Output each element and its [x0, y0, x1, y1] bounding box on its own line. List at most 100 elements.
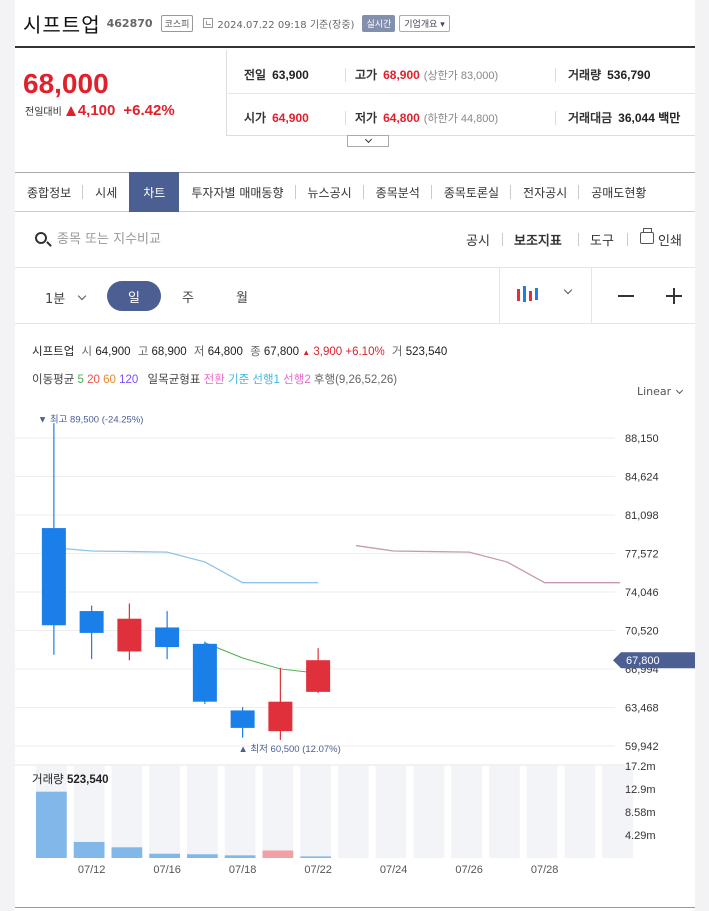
change-row: 전일대비 4,100 +6.42% — [25, 102, 175, 119]
chevron-down-icon — [77, 291, 87, 300]
print-icon[interactable] — [640, 228, 654, 244]
ma20-label: 20 — [87, 374, 100, 386]
divider — [555, 68, 556, 82]
legend-low-label: 저 — [193, 346, 205, 358]
current-price: 68,000 — [23, 68, 109, 99]
volume-bar — [262, 850, 294, 858]
trade-value-label: 거래대금 — [568, 111, 613, 125]
trade-value-value: 36,044 백만 — [618, 111, 681, 125]
volume-bar — [187, 854, 218, 858]
volume-label: 거래량 — [568, 68, 602, 82]
volume-bar — [73, 841, 105, 858]
volume-bar — [149, 853, 180, 858]
price-box: 68,000 전일대비 4,100 +6.42% — [15, 50, 227, 136]
period-week-button[interactable]: 주 — [182, 290, 194, 306]
legend-high: 68,900 — [151, 346, 187, 358]
search-icon[interactable] — [35, 232, 47, 244]
tab-short-selling[interactable]: 공매도현황 — [591, 185, 647, 200]
prev-close: 전일 63,900 — [244, 66, 309, 83]
realtime-badge[interactable]: 실시간 — [362, 14, 396, 32]
chevron-down-icon[interactable] — [563, 285, 573, 295]
tab-news[interactable]: 뉴스공시 — [296, 172, 364, 212]
x-tick-label: 07/26 — [455, 864, 483, 876]
volume-bar — [224, 855, 256, 858]
upper-limit: (상한가 83,000) — [423, 70, 499, 82]
volume-slot — [489, 766, 520, 858]
indicators-button[interactable]: 보조지표 — [514, 234, 562, 249]
indicator-legend: 이동평균 5 20 60 120 일목균형표 전환 기준 선행1 선행2 후행(… — [32, 371, 397, 387]
ohlc-legend: 시프트업 시 64,900 고 68,900 저 64,800 종 67,800… — [32, 343, 447, 359]
price-chart[interactable]: 88,15084,62481,09877,57274,04670,52066,9… — [15, 400, 695, 890]
y-tick-label: 88,150 — [625, 433, 659, 445]
volume-slot — [111, 766, 143, 858]
period-day-button[interactable]: 일 — [107, 281, 161, 311]
company-overview-button[interactable]: 기업개요 ▾ — [399, 14, 450, 32]
legend-volume: 523,540 — [405, 346, 448, 358]
x-tick-label: 07/28 — [531, 864, 559, 876]
ichimoku-conversion: 전환 — [203, 374, 225, 386]
ichimoku-span2-line — [355, 544, 621, 584]
ma-label: 이동평균 — [32, 374, 75, 386]
tab-analysis[interactable]: 종목분석 — [364, 172, 433, 212]
chevron-down-icon — [364, 135, 372, 144]
stock-name: 시프트업 — [23, 12, 101, 37]
ma5-label: 5 — [77, 374, 84, 386]
low-label: 저가 — [355, 111, 378, 125]
x-tick-label: 07/22 — [304, 864, 332, 876]
tab-discussion[interactable]: 종목토론실 — [432, 172, 512, 212]
candle-body — [41, 528, 66, 626]
candle-body — [268, 701, 293, 732]
volume-slot — [413, 766, 445, 858]
ichimoku-lagging: 후행(9,26,52,26) — [313, 374, 398, 386]
candle-body — [117, 618, 142, 652]
ichimoku-base: 기준 — [228, 374, 250, 386]
period-bar: 1분 일 주 월 — [15, 268, 695, 324]
print-button[interactable]: 인쇄 — [658, 234, 682, 249]
page-bottom-border — [15, 907, 695, 908]
interval-value: 1분 — [45, 292, 66, 307]
interval-select[interactable]: 1분 — [45, 288, 87, 307]
min-price-label: ▲ 최저 60,500 (12.07%) — [238, 744, 340, 755]
tab-chart[interactable]: 차트 — [129, 172, 180, 212]
tools-button[interactable]: 도구 — [590, 234, 614, 249]
volume-panel-value: 523,540 — [67, 774, 109, 786]
y-tick-label: 70,520 — [625, 626, 659, 638]
tab-filings[interactable]: 전자공시 — [511, 172, 580, 212]
x-tick-label: 07/16 — [153, 864, 181, 876]
volume-slot — [149, 766, 180, 858]
scale-select[interactable]: Linear — [637, 385, 684, 398]
volume-slot — [526, 766, 558, 858]
chevron-down-icon — [676, 386, 684, 394]
candlestick-icon[interactable] — [517, 284, 543, 306]
up-arrow-icon — [65, 105, 76, 116]
trade-value: 거래대금 36,044 백만 — [568, 109, 680, 126]
period-month-button[interactable]: 월 — [236, 290, 248, 306]
change-label: 전일대비 — [25, 107, 62, 118]
legend-stock-name: 시프트업 — [32, 346, 75, 358]
tab-summary[interactable]: 종합정보 — [15, 172, 84, 212]
tab-investor-trends[interactable]: 투자자별 매매동향 — [179, 172, 296, 212]
divider — [345, 68, 346, 82]
compare-search-input[interactable] — [57, 228, 257, 250]
high-label: 고가 — [355, 68, 378, 82]
legend-up-icon: ▲ — [302, 348, 311, 357]
low-value: 64,800 — [383, 111, 420, 125]
legend-open: 64,900 — [95, 346, 131, 358]
candle-body — [79, 611, 104, 633]
y-tick-label: 59,942 — [625, 741, 659, 753]
zoom-in-icon[interactable] — [666, 289, 682, 302]
candle-body — [192, 643, 217, 702]
lower-limit: (하한가 44,800) — [423, 113, 499, 125]
scale-value: Linear — [637, 385, 672, 398]
open-price: 시가 64,900 — [244, 109, 309, 126]
x-tick-label: 07/24 — [380, 864, 408, 876]
ichimoku-span1: 선행1 — [252, 374, 280, 386]
zoom-out-icon[interactable] — [618, 295, 634, 297]
tab-quotes[interactable]: 시세 — [95, 185, 118, 200]
collapse-toggle-button[interactable] — [347, 135, 389, 147]
volume-tick-label: 8.58m — [625, 807, 656, 819]
disclosure-button[interactable]: 공시 — [466, 234, 490, 249]
legend-low: 64,800 — [207, 346, 243, 358]
divider — [555, 111, 556, 125]
legend-close-label: 종 — [250, 346, 261, 358]
